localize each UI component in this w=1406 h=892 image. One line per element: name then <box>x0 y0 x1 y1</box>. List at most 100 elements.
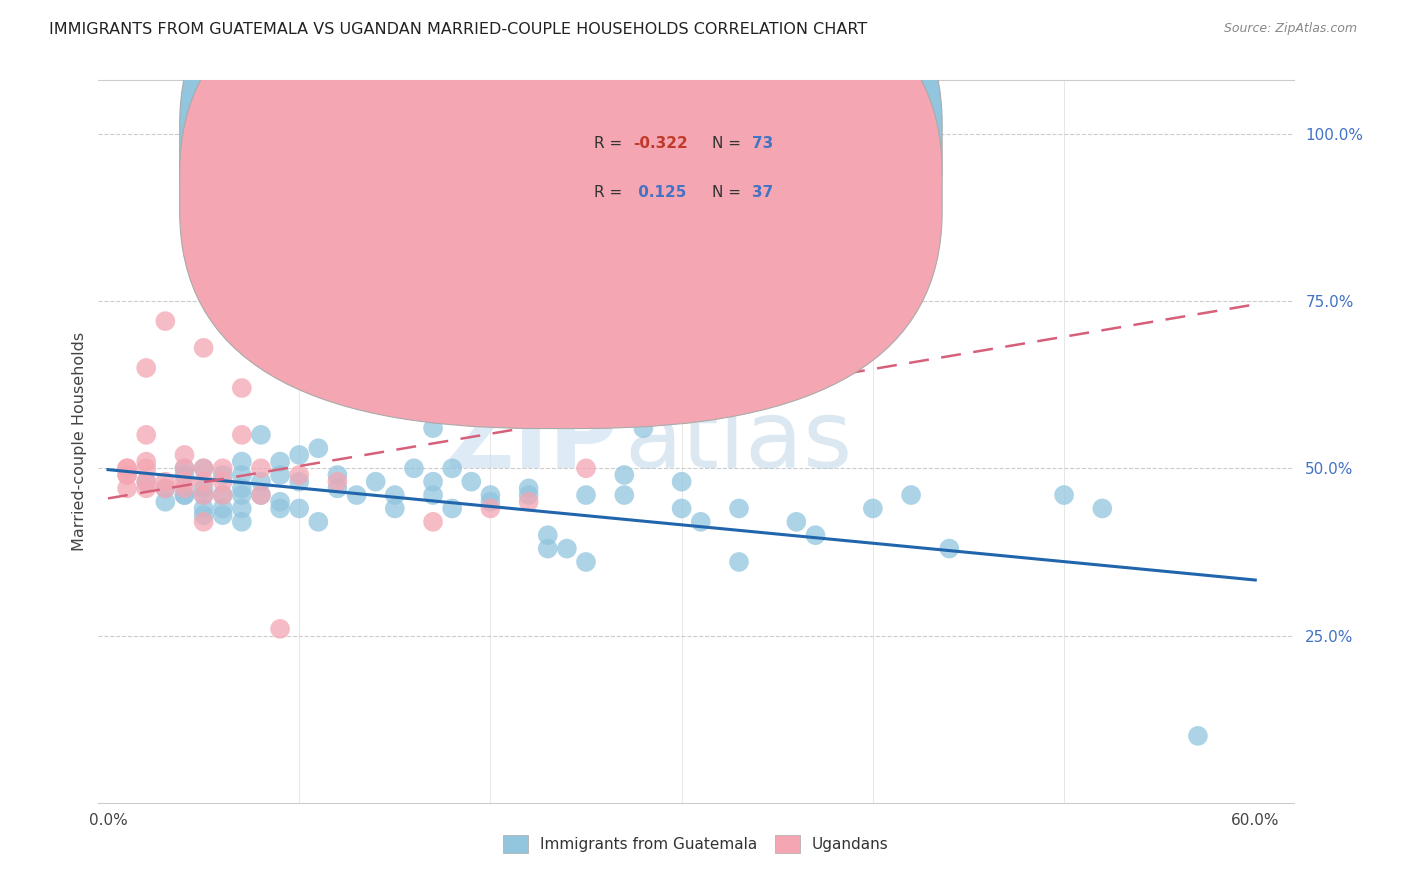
Point <box>173 461 195 475</box>
Point <box>115 461 138 475</box>
Point <box>728 555 751 569</box>
Point <box>671 475 693 489</box>
Point <box>173 482 195 496</box>
Point <box>498 381 520 395</box>
Point <box>575 461 598 475</box>
Point <box>173 467 195 482</box>
Point <box>307 442 329 455</box>
Point <box>1053 488 1076 502</box>
Point <box>231 467 253 482</box>
Text: N =: N = <box>711 185 745 200</box>
Point <box>555 541 578 556</box>
Point <box>441 501 464 516</box>
Point <box>155 475 177 489</box>
Point <box>193 488 215 502</box>
Point <box>288 448 311 462</box>
Point <box>211 488 233 502</box>
Point <box>115 467 138 482</box>
Point <box>633 421 655 435</box>
Point <box>346 488 368 502</box>
Point <box>211 501 233 516</box>
Point <box>307 515 329 529</box>
Text: 0.125: 0.125 <box>633 185 686 200</box>
Point <box>460 475 482 489</box>
FancyBboxPatch shape <box>180 0 942 428</box>
Point <box>1091 501 1114 516</box>
Point <box>155 482 177 496</box>
Point <box>479 494 502 508</box>
Point <box>269 455 291 469</box>
Point <box>671 501 693 516</box>
Point <box>193 508 215 523</box>
Point <box>1187 729 1209 743</box>
Point <box>115 482 138 496</box>
Point <box>402 461 425 475</box>
Text: IMMIGRANTS FROM GUATEMALA VS UGANDAN MARRIED-COUPLE HOUSEHOLDS CORRELATION CHART: IMMIGRANTS FROM GUATEMALA VS UGANDAN MAR… <box>49 22 868 37</box>
Point <box>173 448 195 462</box>
Point <box>575 555 598 569</box>
Point <box>231 455 253 469</box>
Point <box>326 467 349 482</box>
Point <box>135 475 157 489</box>
Point <box>689 515 711 529</box>
Point <box>211 508 233 523</box>
Point <box>135 361 157 376</box>
Point <box>804 528 827 542</box>
Point <box>422 488 444 502</box>
Point <box>135 427 157 442</box>
Point <box>193 515 215 529</box>
Point <box>135 475 157 489</box>
Text: Source: ZipAtlas.com: Source: ZipAtlas.com <box>1223 22 1357 36</box>
Point <box>193 488 215 502</box>
FancyBboxPatch shape <box>526 105 868 225</box>
Text: atlas: atlas <box>624 395 852 488</box>
Point <box>250 488 273 502</box>
Point <box>441 461 464 475</box>
Point <box>422 515 444 529</box>
Text: ZIP: ZIP <box>446 395 619 488</box>
Point <box>193 482 215 496</box>
Point <box>613 467 636 482</box>
Point <box>537 528 560 542</box>
Point <box>135 461 157 475</box>
Point <box>211 488 233 502</box>
Point <box>269 501 291 516</box>
Point <box>193 501 215 516</box>
Point <box>115 467 138 482</box>
Point <box>288 501 311 516</box>
Point <box>155 314 177 328</box>
Point <box>231 381 253 395</box>
Point <box>326 482 349 496</box>
Point <box>115 461 138 475</box>
Point <box>193 341 215 355</box>
Point <box>728 501 751 516</box>
Point <box>517 488 540 502</box>
Point <box>288 475 311 489</box>
Point <box>250 461 273 475</box>
Point <box>173 461 195 475</box>
Text: R =: R = <box>595 136 627 152</box>
Text: R =: R = <box>595 185 627 200</box>
Point <box>193 475 215 489</box>
Point <box>193 461 215 475</box>
Point <box>537 541 560 556</box>
Point <box>250 475 273 489</box>
Point <box>785 515 807 529</box>
Point <box>250 488 273 502</box>
Point <box>231 515 253 529</box>
Point <box>862 501 884 516</box>
Point <box>193 461 215 475</box>
Point <box>211 475 233 489</box>
Point <box>517 482 540 496</box>
Point <box>173 488 195 502</box>
Point <box>211 467 233 482</box>
Point <box>269 622 291 636</box>
Point <box>900 488 922 502</box>
Point <box>938 541 960 556</box>
Point <box>326 475 349 489</box>
Point <box>479 501 502 516</box>
Y-axis label: Married-couple Households: Married-couple Households <box>72 332 87 551</box>
Point <box>135 455 157 469</box>
FancyBboxPatch shape <box>180 0 942 380</box>
Text: N =: N = <box>711 136 745 152</box>
